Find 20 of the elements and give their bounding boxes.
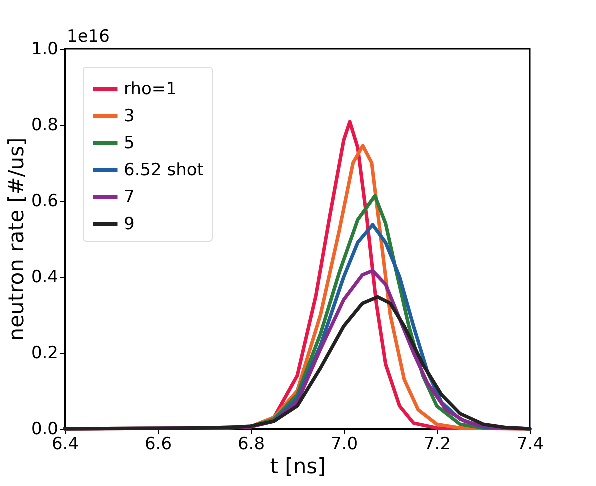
x-axis-title: t [ns] xyxy=(270,454,326,478)
text: 1e16 xyxy=(67,27,110,47)
legend-label: rho=1 xyxy=(124,80,177,100)
x-tick-label: 7.0 xyxy=(330,434,358,454)
y-tick-label: 1.0 xyxy=(31,40,58,60)
x-tick-label: 6.8 xyxy=(238,434,266,454)
y-tick-label: 0.6 xyxy=(31,192,58,212)
x-tick-label: 6.6 xyxy=(144,434,172,454)
y-tick-label: 0.4 xyxy=(31,268,58,288)
x-tick-label: 7.4 xyxy=(516,434,544,454)
x-tick-label: 6.4 xyxy=(52,434,80,454)
legend-label: 3 xyxy=(124,106,135,126)
legend-label: 7 xyxy=(124,188,135,208)
legend-label: 5 xyxy=(124,134,135,154)
x-tick-label: 7.2 xyxy=(424,434,452,454)
legend-label: 6.52 shot xyxy=(124,160,204,180)
y-tick-label: 0.2 xyxy=(31,344,58,364)
y-axis-title: neutron rate [#/us] xyxy=(4,138,28,342)
y-tick-label: 0.8 xyxy=(31,116,58,136)
legend-label: 9 xyxy=(124,214,135,234)
